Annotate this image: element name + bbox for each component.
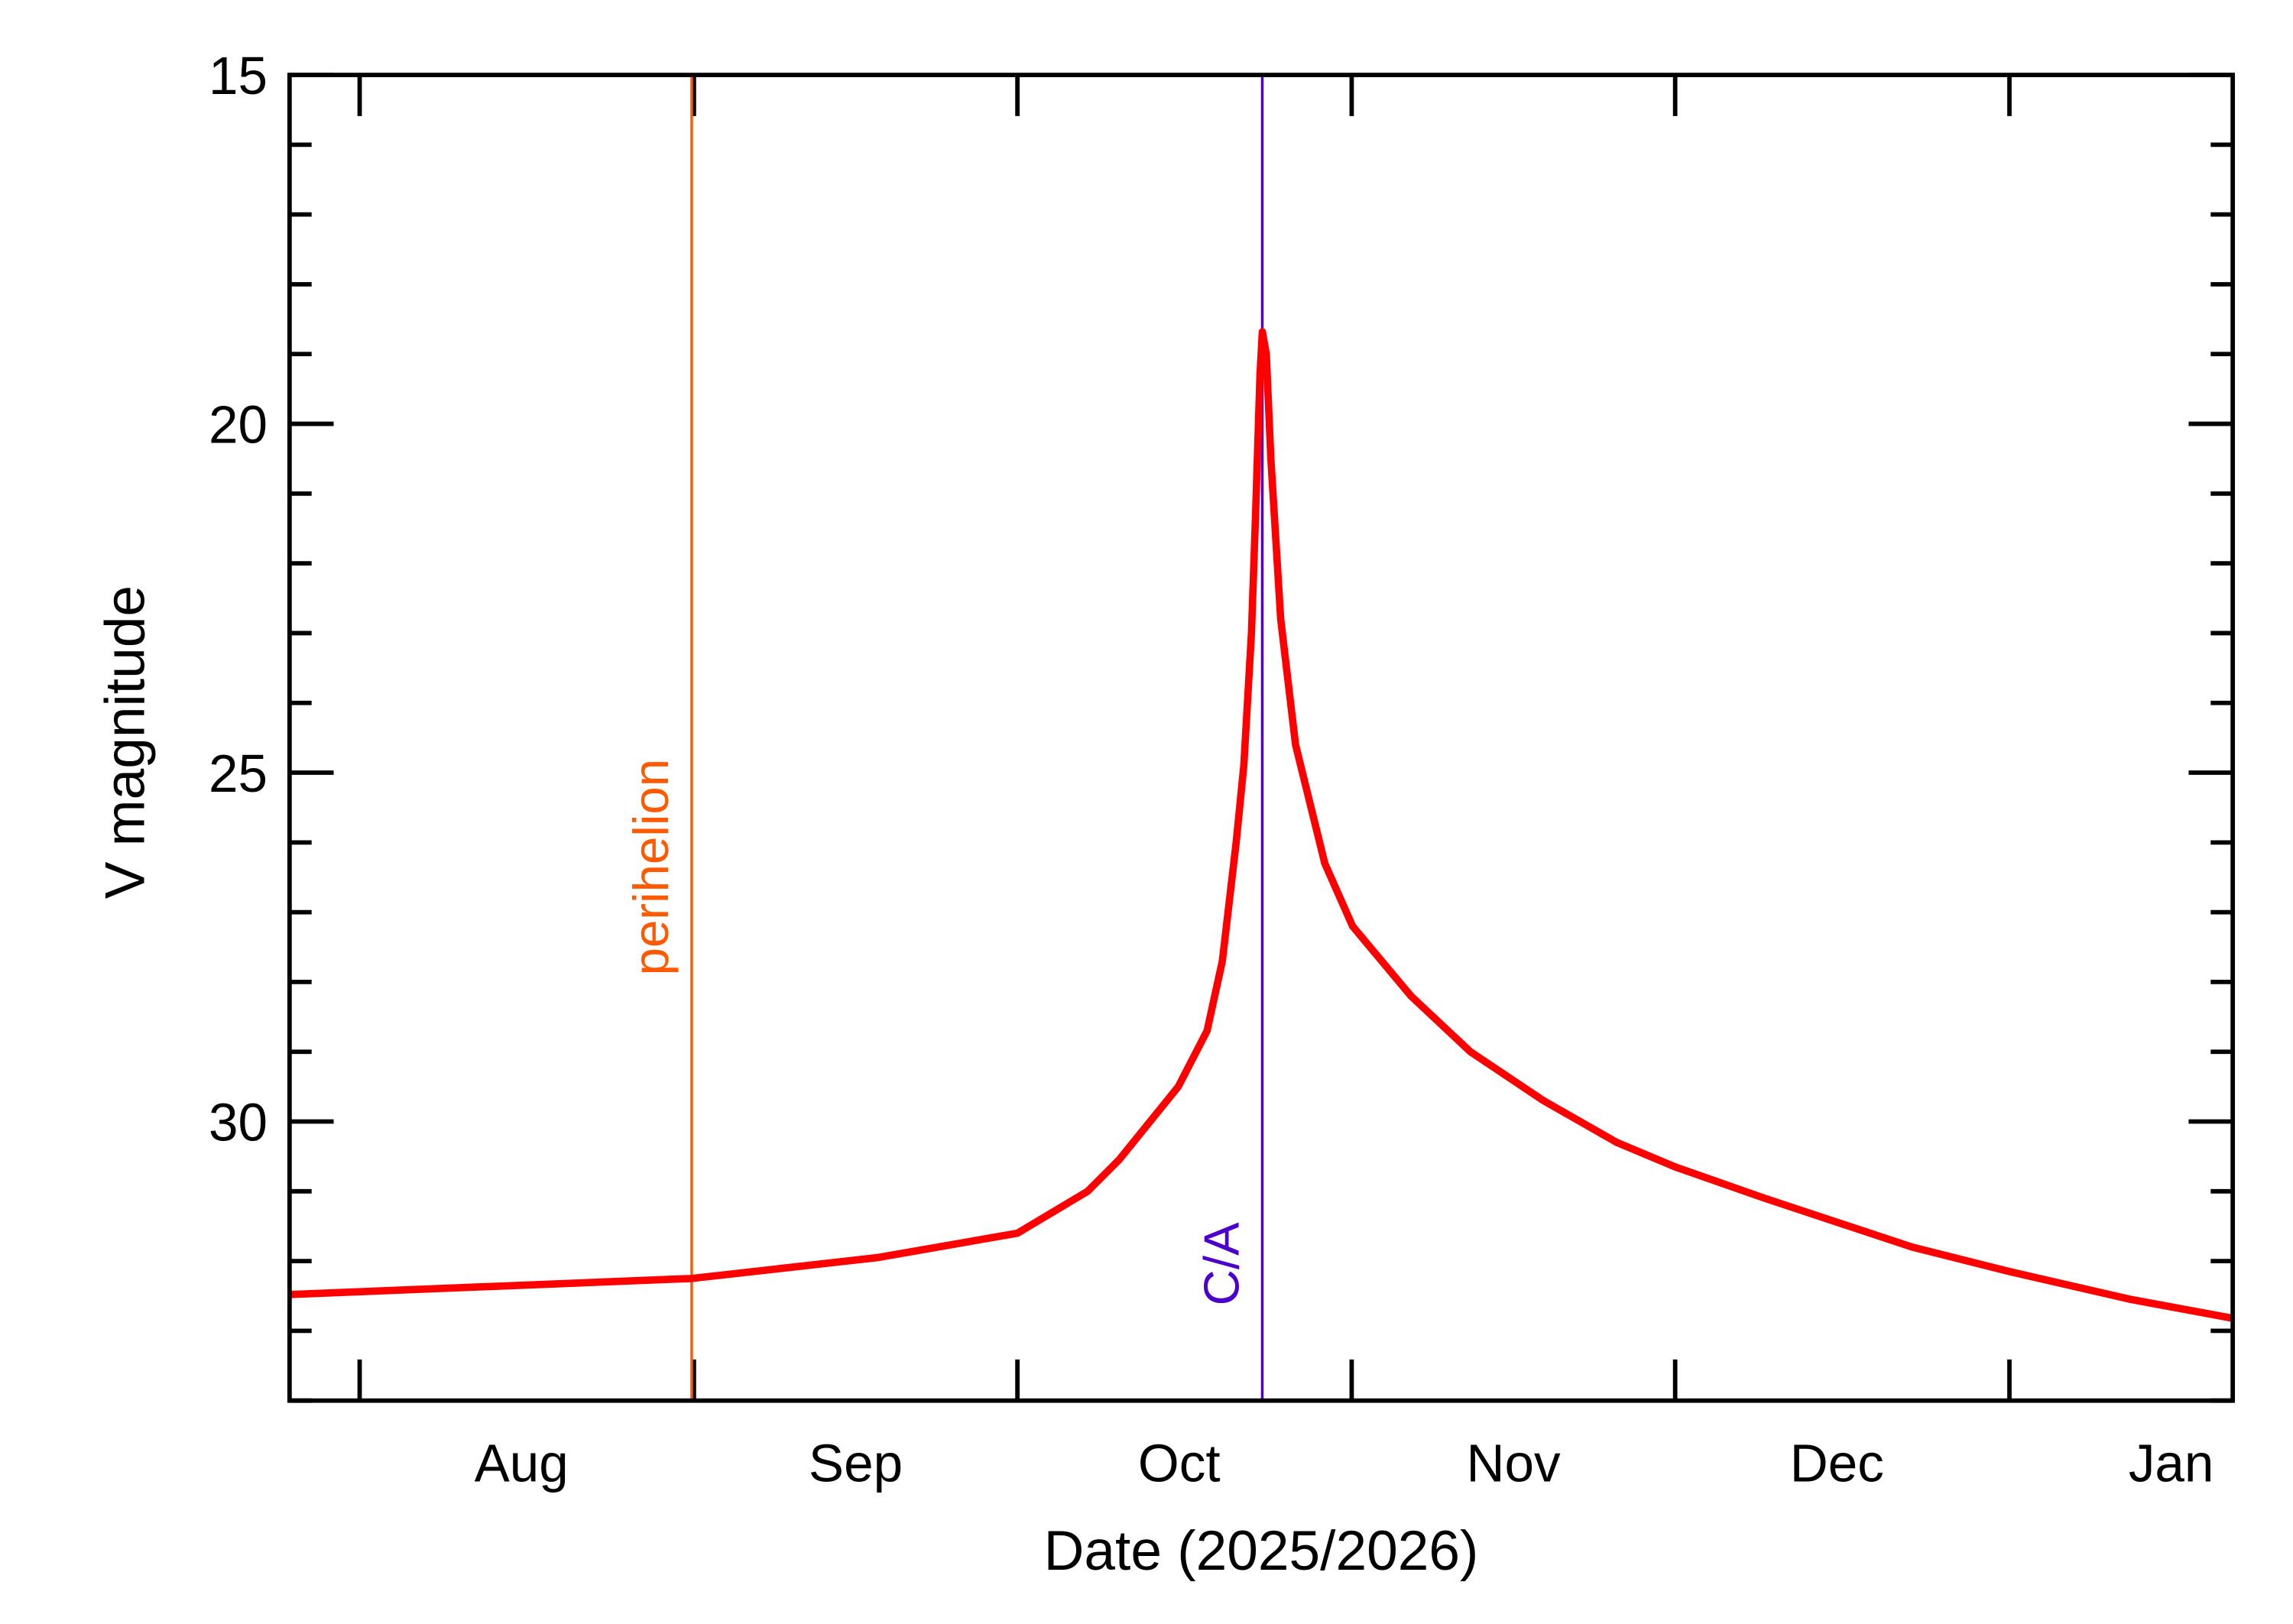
x-tick-labels: Aug Sep Oct Nov Dec Jan	[475, 1433, 2214, 1493]
x-tick-label: Dec	[1790, 1433, 1884, 1493]
y-tick-labels: 15 20 25 30	[209, 46, 268, 1152]
closest-approach-label: C/A	[1194, 1222, 1250, 1305]
y-axis-label: V magnitude	[94, 585, 156, 899]
series-layer	[289, 328, 2234, 1322]
x-tick-label: Aug	[475, 1433, 569, 1493]
magnitude-curve	[289, 328, 2234, 1322]
y-tick-label: 30	[209, 1093, 268, 1152]
x-tick-label: Jan	[2129, 1433, 2214, 1493]
x-tick-label: Nov	[1467, 1433, 1561, 1493]
perihelion-label: perihelion	[623, 759, 679, 976]
y-tick-label: 15	[209, 46, 268, 105]
y-tick-label: 20	[209, 395, 268, 455]
x-axis-label: Date (2025/2026)	[1044, 1520, 1479, 1582]
x-tick-label: Sep	[809, 1433, 903, 1493]
plot-frame	[287, 73, 2236, 1403]
x-tick-label: Oct	[1138, 1433, 1221, 1493]
y-tick-label: 25	[209, 744, 268, 803]
annotations: perihelion C/A	[623, 75, 1264, 1401]
